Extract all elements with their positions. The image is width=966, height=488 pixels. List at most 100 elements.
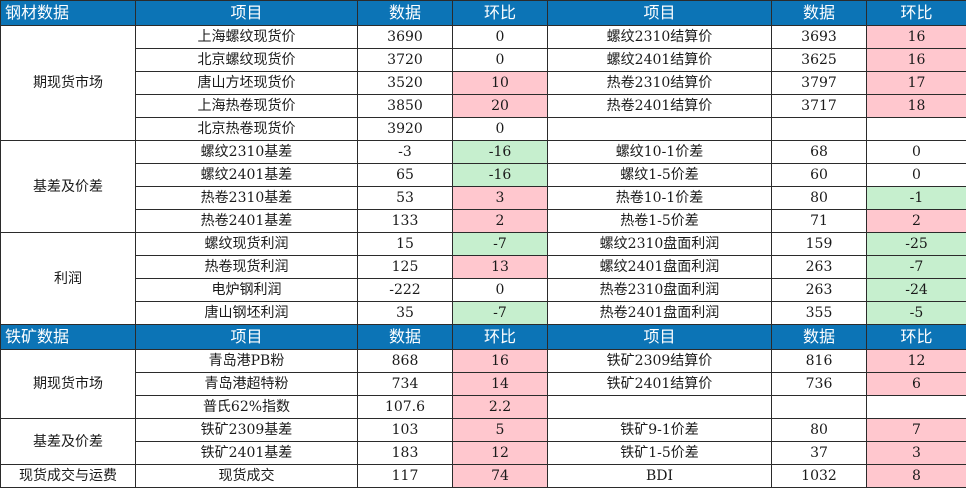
value-cell: 3717 (772, 95, 867, 118)
value-cell: 133 (358, 210, 453, 233)
item-name: 北京热卷现货价 (136, 118, 358, 141)
change-cell: -7 (867, 256, 966, 279)
change-cell: 0 (867, 141, 966, 164)
change-header: 环比 (453, 325, 548, 350)
change-cell: 16 (867, 26, 966, 49)
value-cell: 3520 (358, 72, 453, 95)
change-cell: 2 (453, 210, 548, 233)
item-name: 热卷1-5价差 (548, 210, 772, 233)
value-header: 数据 (358, 325, 453, 350)
value-cell: 80 (772, 187, 867, 210)
change-cell: 6 (867, 373, 966, 396)
value-cell: 68 (772, 141, 867, 164)
change-cell: -16 (453, 141, 548, 164)
change-cell: 0 (453, 26, 548, 49)
item-name: 铁矿2401结算价 (548, 373, 772, 396)
item-name: 螺纹2401基差 (136, 164, 358, 187)
change-cell: 20 (453, 95, 548, 118)
value-cell: 183 (358, 442, 453, 465)
change-cell: -24 (867, 279, 966, 302)
change-cell: 2.2 (453, 396, 548, 419)
group-label: 期现货市场 (1, 350, 136, 419)
item-name (548, 118, 772, 141)
change-cell: 17 (867, 72, 966, 95)
value-header: 数据 (772, 1, 867, 26)
value-cell: -3 (358, 141, 453, 164)
value-cell: 355 (772, 302, 867, 325)
value-cell: 65 (358, 164, 453, 187)
item-name: 热卷2401盘面利润 (548, 302, 772, 325)
item-name: 热卷2401基差 (136, 210, 358, 233)
change-cell: 2 (867, 210, 966, 233)
value-cell: 71 (772, 210, 867, 233)
item-header: 项目 (136, 325, 358, 350)
item-name: 热卷2310基差 (136, 187, 358, 210)
change-cell: 0 (453, 49, 548, 72)
group-label: 利润 (1, 233, 136, 325)
group-label: 现货成交与运费 (1, 465, 136, 488)
value-cell: 3797 (772, 72, 867, 95)
change-cell: 5 (453, 419, 548, 442)
change-cell: 0 (453, 279, 548, 302)
change-cell: 12 (867, 350, 966, 373)
item-name: 螺纹10-1价差 (548, 141, 772, 164)
value-cell: 3850 (358, 95, 453, 118)
value-header: 数据 (358, 1, 453, 26)
change-cell: 10 (453, 72, 548, 95)
item-name: 青岛港PB粉 (136, 350, 358, 373)
change-cell: -25 (867, 233, 966, 256)
item-name: 热卷2310结算价 (548, 72, 772, 95)
change-cell: -1 (867, 187, 966, 210)
item-name: 螺纹2310盘面利润 (548, 233, 772, 256)
item-name: 热卷2401结算价 (548, 95, 772, 118)
value-cell: 103 (358, 419, 453, 442)
change-cell: 16 (453, 350, 548, 373)
item-name: 铁矿2401基差 (136, 442, 358, 465)
item-name: BDI (548, 465, 772, 488)
item-name: 热卷2310盘面利润 (548, 279, 772, 302)
change-cell: 13 (453, 256, 548, 279)
item-name: 螺纹1-5价差 (548, 164, 772, 187)
section-title-cell: 铁矿数据 (1, 325, 136, 350)
change-cell: 0 (867, 164, 966, 187)
value-cell: 3720 (358, 49, 453, 72)
change-cell: -7 (453, 233, 548, 256)
item-name: 螺纹2310结算价 (548, 26, 772, 49)
item-name: 现货成交 (136, 465, 358, 488)
change-cell: 12 (453, 442, 548, 465)
change-cell: 0 (453, 118, 548, 141)
item-name: 螺纹现货利润 (136, 233, 358, 256)
item-name (548, 396, 772, 419)
change-cell (867, 396, 966, 419)
value-cell: 1032 (772, 465, 867, 488)
change-cell: 3 (867, 442, 966, 465)
item-name: 铁矿2309结算价 (548, 350, 772, 373)
item-name: 螺纹2401结算价 (548, 49, 772, 72)
item-header: 项目 (136, 1, 358, 26)
change-cell: -7 (453, 302, 548, 325)
value-cell: 3693 (772, 26, 867, 49)
value-cell: 3690 (358, 26, 453, 49)
steel-header-row: 钢材数据项目数据环比项目数据环比 (1, 1, 966, 26)
value-cell: 263 (772, 256, 867, 279)
change-header: 环比 (867, 325, 966, 350)
item-name: 唐山钢坯利润 (136, 302, 358, 325)
value-cell (772, 118, 867, 141)
item-name: 北京螺纹现货价 (136, 49, 358, 72)
change-cell: -16 (453, 164, 548, 187)
change-cell: 8 (867, 465, 966, 488)
change-cell: 16 (867, 49, 966, 72)
item-name: 铁矿2309基差 (136, 419, 358, 442)
